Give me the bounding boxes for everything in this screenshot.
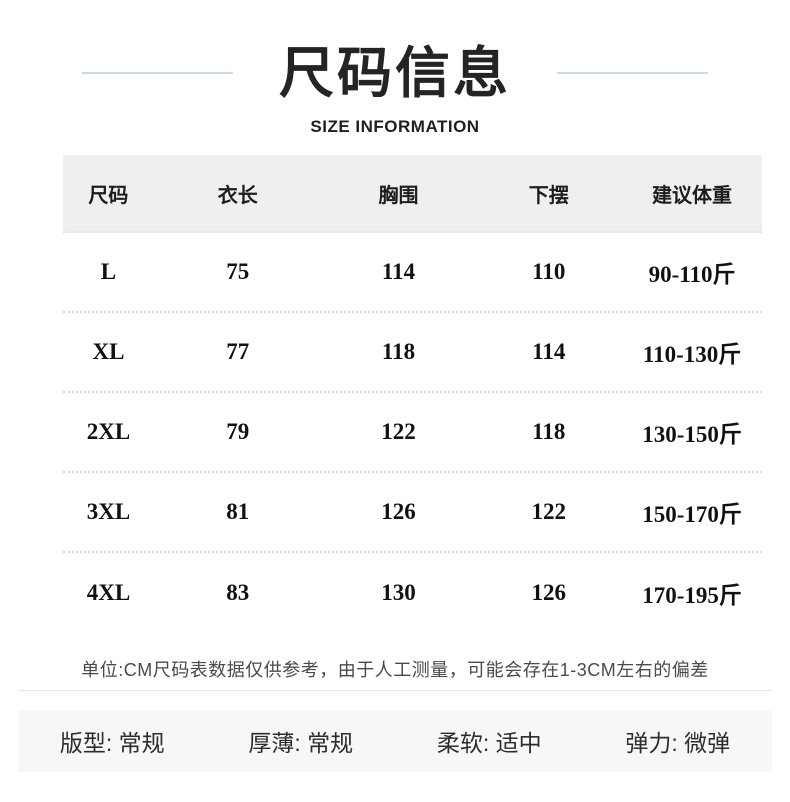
property-elasticity: 弹力: 微弹	[625, 730, 731, 756]
table-cell: 130	[381, 580, 416, 605]
property-thickness: 厚薄: 常规	[248, 730, 354, 756]
table-row: 4XL 83 130 126 170-195斤	[63, 553, 762, 633]
table-cell: 126	[531, 580, 567, 605]
table-row: 3XL 81 126 122 150-170斤	[63, 473, 762, 553]
table-cell: 83	[226, 580, 250, 605]
table-cell: 4XL	[86, 580, 131, 605]
decorative-line-right	[557, 72, 708, 74]
table-header-row: 尺码 衣长 胸围 下摆 建议体重	[63, 155, 762, 233]
table-cell: 126	[381, 499, 416, 524]
table-cell: 110	[532, 259, 566, 284]
table-row: 2XL 79 122 118 130-150斤	[63, 393, 762, 473]
table-cell: 3XL	[86, 499, 131, 524]
decorative-line-left	[81, 72, 233, 74]
header-cell-weight: 建议体重	[652, 184, 733, 207]
table-cell: 118	[381, 339, 416, 364]
table-cell: 90-110斤	[648, 262, 736, 287]
table-cell: 114	[381, 259, 416, 284]
table-cell: 122	[381, 419, 416, 444]
table-cell: 2XL	[86, 419, 131, 444]
title-row: 尺码信息	[0, 36, 790, 110]
table-cell: 130-150斤	[642, 422, 742, 447]
table-cell: 81	[226, 499, 250, 524]
table-cell: 77	[226, 339, 250, 364]
footer-divider	[18, 690, 772, 691]
fabric-properties-bar: 版型: 常规 厚薄: 常规 柔软: 适中 弹力: 微弹	[18, 710, 772, 772]
table-row: XL 77 118 114 110-130斤	[63, 313, 762, 393]
table-cell: 110-130斤	[642, 342, 742, 367]
property-softness: 柔软: 适中	[436, 730, 542, 756]
table-cell: 75	[226, 259, 250, 284]
table-cell: XL	[92, 339, 125, 364]
page-subtitle: SIZE INFORMATION	[310, 117, 480, 136]
table-cell: 170-195斤	[642, 583, 742, 608]
table-cell: 122	[531, 499, 567, 524]
header-cell-length: 衣长	[217, 184, 258, 207]
header-cell-chest: 胸围	[378, 184, 419, 207]
header-cell-hem: 下摆	[528, 184, 569, 207]
table-cell: 118	[532, 419, 566, 444]
table-cell: 114	[532, 339, 566, 364]
table-cell: 150-170斤	[642, 502, 742, 527]
table-cell: L	[100, 259, 117, 284]
property-fit: 版型: 常规	[59, 730, 165, 756]
page-title: 尺码信息	[278, 41, 511, 104]
measurement-note: 单位:CM尺码表数据仅供参考，由于人工测量，可能会存在1-3CM左右的偏差	[81, 660, 709, 680]
table-cell: 79	[226, 419, 250, 444]
header-cell-size: 尺码	[88, 184, 129, 207]
size-table: 尺码 衣长 胸围 下摆 建议体重 L 75 114 110 90-110斤 XL…	[63, 155, 762, 633]
table-row: L 75 114 110 90-110斤	[63, 233, 762, 313]
